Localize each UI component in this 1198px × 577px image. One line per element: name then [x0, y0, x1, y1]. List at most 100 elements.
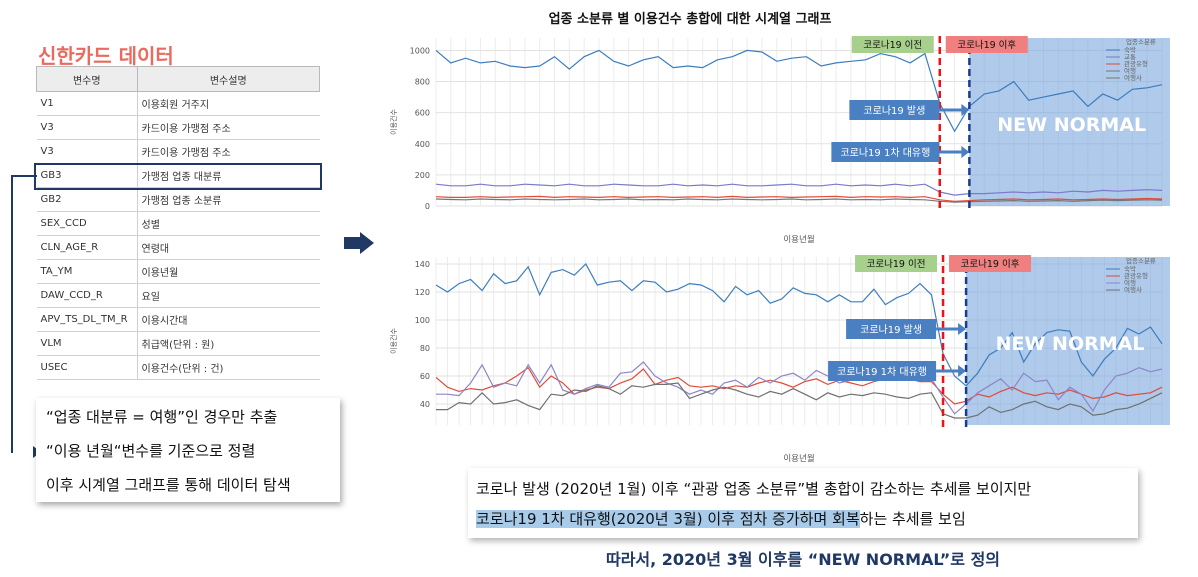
y-tick-label: 40 — [420, 400, 430, 409]
summary-line-2: 코로나19 1차 대유행(2020년 3월) 이후 점차 증가하며 회복하는 추… — [476, 508, 966, 529]
note-line-1: “업종 대분류 = 여행”인 경우만 추출 — [46, 408, 278, 426]
outbreak-callout-arrowhead — [961, 104, 970, 116]
var-name-cell: DAW_CCD_R — [36, 283, 138, 308]
y-tick-label: 800 — [415, 78, 430, 87]
table-row: SEX_CCD 성별 — [36, 211, 320, 236]
table-row: DAW_CCD_R 요일 — [36, 283, 320, 308]
variable-table: 변수명 변수설명 V1 이용회원 거주지 V3 카드이용 가맹점 주소 V3 카드이용 가… — [36, 66, 320, 380]
var-name-cell: USEC — [36, 355, 138, 380]
table-row: GB2 가맹점 업종 소분류 — [36, 187, 320, 212]
conclusion-text: 따라서, 2020년 3월 이후를 “NEW NORMAL”로 정의 — [605, 550, 1001, 569]
var-name-cell: GB2 — [36, 187, 138, 212]
note-line-3: 이후 시계열 그래프를 통해 데이터 탐색 — [46, 476, 291, 494]
var-desc-cell: 이용회원 거주지 — [137, 91, 320, 116]
outbreak-callout-box — [849, 100, 940, 120]
first-wave-callout-arrowhead — [961, 146, 970, 158]
x-axis-label: 이용년월 — [783, 453, 814, 464]
y-axis-label: 이용건수 — [389, 109, 398, 135]
new-normal-region — [966, 257, 1170, 425]
outbreak-callout-label: 코로나19 발생 — [863, 105, 925, 117]
table-row: V3 카드이용 가맹점 주소 — [36, 115, 320, 140]
after-badge-label: 코로나19 이후 — [961, 259, 1020, 270]
data-title: 신한카드 데이터 — [38, 44, 174, 68]
legend-entry: 여행 — [1124, 66, 1136, 75]
series-line-3 — [435, 198, 1163, 203]
var-name-cell: APV_TS_DL_TM_R — [36, 307, 138, 332]
var-name-cell: VLM — [36, 331, 138, 356]
before-badge — [855, 255, 938, 272]
chart-title: 업종 소분류 별 이용건수 총합에 대한 시계열 그래프 — [548, 12, 832, 27]
outbreak-callout-label: 코로나19 발생 — [860, 324, 922, 336]
table-row: V3 카드이용 가맹점 주소 — [36, 139, 320, 164]
var-desc-cell: 연령대 — [137, 235, 320, 260]
series-line-0 — [435, 49, 1163, 133]
var-name-cell: TA_YM — [36, 259, 138, 284]
first-wave-callout-label: 코로나19 1차 대유행 — [840, 147, 930, 159]
series-line-3 — [436, 382, 1163, 419]
table-row: TA_YM 이용년월 — [36, 259, 320, 284]
new-normal-label: NEW NORMAL — [997, 114, 1146, 136]
y-tick-label: 80 — [420, 344, 430, 353]
var-name-cell: CLN_AGE_R — [36, 235, 138, 260]
summary-highlight: 코로나19 1차 대유행(2020년 3월) 이후 점차 증가하며 회복 — [476, 510, 860, 528]
after-badge — [949, 255, 1032, 272]
var-desc-cell: 취급액(단위 : 원) — [137, 331, 320, 356]
table-row: USEC 이용건수(단위 : 건) — [36, 355, 320, 380]
table-row: GB3 가맹점 업종 대분류 — [36, 163, 320, 188]
note-box: “업종 대분류 = 여행”인 경우만 추출 “이용 년월“변수를 기준으로 정렬… — [36, 398, 340, 502]
y-axis-label: 이용건수 — [389, 328, 398, 354]
series-line-1 — [435, 183, 1163, 196]
legend-entry: 여행 — [1124, 278, 1136, 287]
first-wave-callout-box — [831, 142, 940, 162]
y-tick-label: 600 — [415, 109, 430, 118]
table-row: APV_TS_DL_TM_R 이용시간대 — [36, 307, 320, 332]
var-desc-cell: 이용시간대 — [137, 307, 320, 332]
series-line-2 — [436, 361, 1163, 415]
summary-rest: 하는 추세를 보임 — [859, 510, 966, 528]
y-tick-label: 60 — [420, 372, 430, 381]
y-tick-label: 100 — [415, 316, 430, 325]
var-desc-cell: 요일 — [137, 283, 320, 308]
x-axis-label: 이용년월 — [783, 234, 814, 245]
note-line-2: “이용 년월“변수를 기준으로 정렬 — [46, 442, 256, 460]
y-tick-label: 200 — [415, 171, 430, 180]
var-desc-cell: 가맹점 업종 대분류 — [137, 163, 320, 188]
summary-line-1: 코로나 발생 (2020년 1월) 이후 “관광 업종 소분류”별 총합이 감소… — [476, 480, 1032, 498]
legend-title: 업종소분류 — [1126, 38, 1156, 46]
var-desc-cell: 카드이용 가맹점 주소 — [137, 115, 320, 140]
var-desc-cell: 이용건수(단위 : 건) — [137, 355, 320, 380]
flow-arrow-icon — [344, 232, 374, 254]
table-row: V1 이용회원 거주지 — [36, 91, 320, 116]
legend-entry: 숙박 — [1124, 45, 1136, 54]
y-tick-label: 120 — [415, 288, 430, 297]
legend-entry: 여행사 — [1124, 73, 1142, 82]
header-vardesc: 변수설명 — [136, 66, 320, 92]
after-badge-label: 코로나19 이후 — [957, 40, 1016, 51]
highlight-gb3-row — [34, 163, 322, 190]
legend-entry: 관광유형 — [1124, 59, 1148, 68]
y-tick-label: 400 — [415, 140, 430, 149]
legend-entry: 여행사 — [1124, 285, 1142, 294]
var-name-cell: V3 — [36, 115, 138, 140]
first-wave-callout-arrowhead — [958, 365, 967, 377]
connector-line — [11, 175, 37, 453]
y-tick-label: 1000 — [410, 46, 430, 55]
var-desc-cell: 이용년월 — [137, 259, 320, 284]
series-line-1 — [435, 366, 1163, 405]
var-desc-cell: 카드이용 가맹점 주소 — [137, 139, 320, 164]
legend-entry: 관광유형 — [1124, 271, 1148, 280]
before-badge-label: 코로나19 이전 — [863, 40, 922, 51]
table-row: VLM 취급액(단위 : 원) — [36, 331, 320, 356]
legend-entry: 교통 — [1124, 53, 1136, 61]
table-row: CLN_AGE_R 연령대 — [36, 235, 320, 260]
new-normal-region — [969, 38, 1170, 206]
var-desc-cell: 성별 — [137, 211, 320, 236]
series-line-0 — [435, 263, 1163, 387]
header-varname: 변수명 — [36, 66, 138, 92]
legend-entry: 숙박 — [1124, 264, 1136, 273]
var-name-cell: V3 — [36, 139, 138, 164]
summary-box: 코로나 발생 (2020년 1월) 이후 “관광 업종 소분류”별 총합이 감소… — [468, 468, 1138, 538]
before-badge-label: 코로나19 이전 — [867, 259, 926, 270]
